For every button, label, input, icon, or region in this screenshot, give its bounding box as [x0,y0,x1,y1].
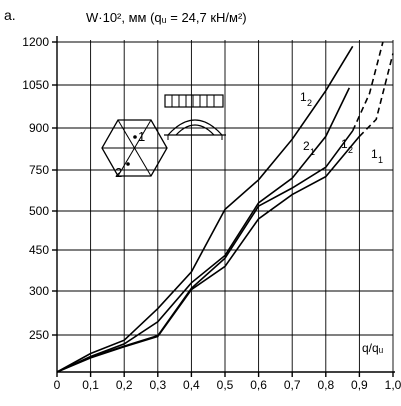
panel-label: a. [4,7,16,23]
x-tick-label: 0,3 [149,378,166,392]
series-label-3: 1 [341,137,348,151]
hexagon-plate-icon: 1 2 [101,119,168,180]
x-tick-label: 0,7 [284,378,301,392]
x-tick-label: 0,9 [351,378,368,392]
x-tick-label: 0,8 [317,378,334,392]
x-axis-label: q/qᵤ [362,341,384,355]
series-line-1 [56,45,354,373]
series-extrapolation-3 [351,41,384,132]
series-label-2: 2 [303,139,310,153]
series-line-4 [56,135,361,373]
series-label-1: 1 [300,90,307,104]
y-tick-label: 450 [29,243,49,257]
series-line-3 [56,130,354,373]
y-tick-label: 500 [29,204,49,218]
x-tick-label: 0 [54,378,61,392]
y-tick-label: 1200 [22,35,49,49]
series-label-sub-1: 2 [307,98,312,108]
y-tick-label: 300 [29,284,49,298]
dome-section-icon [164,94,226,140]
x-tick-label: 0,5 [217,378,234,392]
y-tick-label: 250 [29,328,49,342]
inset-point-2: 2 [115,165,122,180]
series-label-sub-4: 1 [378,155,383,165]
x-tick-label: 1,0 [385,378,401,392]
x-tick-label: 0,2 [116,378,133,392]
y-tick-label: 1050 [22,78,49,92]
series-line-2 [56,87,351,373]
y-tick-label: 900 [29,121,49,135]
chart-title: W·10², мм (qᵤ = 24,7 кН/м²) [86,10,247,25]
series-extrapolation-4 [358,53,394,137]
series-label-sub-2: 1 [310,147,315,157]
series-label-4: 1 [371,147,378,161]
series-label-sub-3: 2 [348,145,353,155]
x-tick-label: 0,4 [183,378,200,392]
y-tick-label: 750 [29,163,49,177]
x-tick-label: 0,1 [82,378,99,392]
x-tick-label: 0,6 [250,378,267,392]
inset-point-1: 1 [138,129,145,144]
